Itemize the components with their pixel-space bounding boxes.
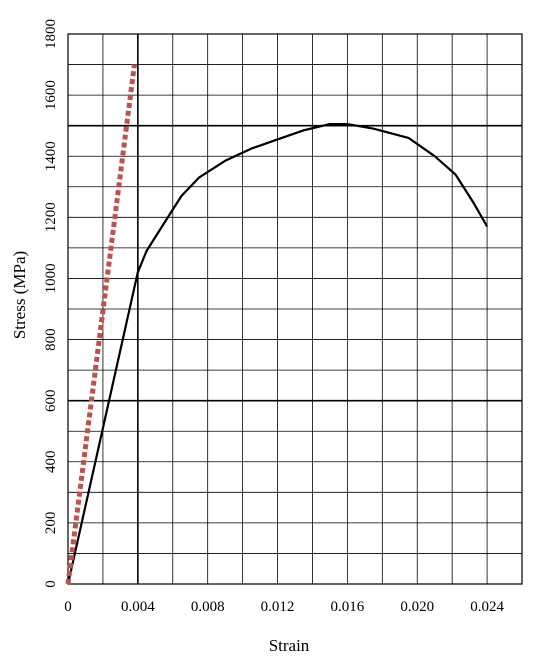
y-tick-label: 1800	[43, 19, 59, 49]
series-group	[65, 64, 489, 585]
y-tick-label: 400	[43, 451, 59, 474]
y-tick-label: 800	[43, 328, 59, 351]
y-axis-label: Stress (MPa)	[10, 251, 29, 339]
x-tick-label: 0.012	[261, 599, 295, 615]
y-tick-label: 1600	[43, 80, 59, 110]
x-tick-label: 0.020	[400, 599, 434, 615]
x-tick-label: 0	[64, 599, 72, 615]
x-axis-label: Strain	[269, 636, 310, 655]
elastic-reference-line	[65, 64, 137, 585]
x-tick-label: 0.024	[470, 599, 504, 615]
y-tick-label: 1400	[43, 141, 59, 171]
stress-strain-curve	[66, 122, 489, 585]
y-tick-label: 1200	[43, 202, 59, 232]
y-tick-label: 600	[43, 389, 59, 412]
y-tick-label: 200	[43, 512, 59, 535]
x-tick-label: 0.004	[121, 599, 155, 615]
y-tick-label: 0	[43, 580, 59, 588]
x-tick-label: 0.008	[191, 599, 225, 615]
tick-labels: 0 0.004 0.008 0.012 0.016 0.020 0.024 0 200 400 60…	[43, 19, 504, 615]
y-tick-label: 1000	[43, 263, 59, 293]
plot-frame	[67, 33, 523, 585]
x-tick-label: 0.016	[331, 599, 365, 615]
grid	[67, 33, 523, 585]
